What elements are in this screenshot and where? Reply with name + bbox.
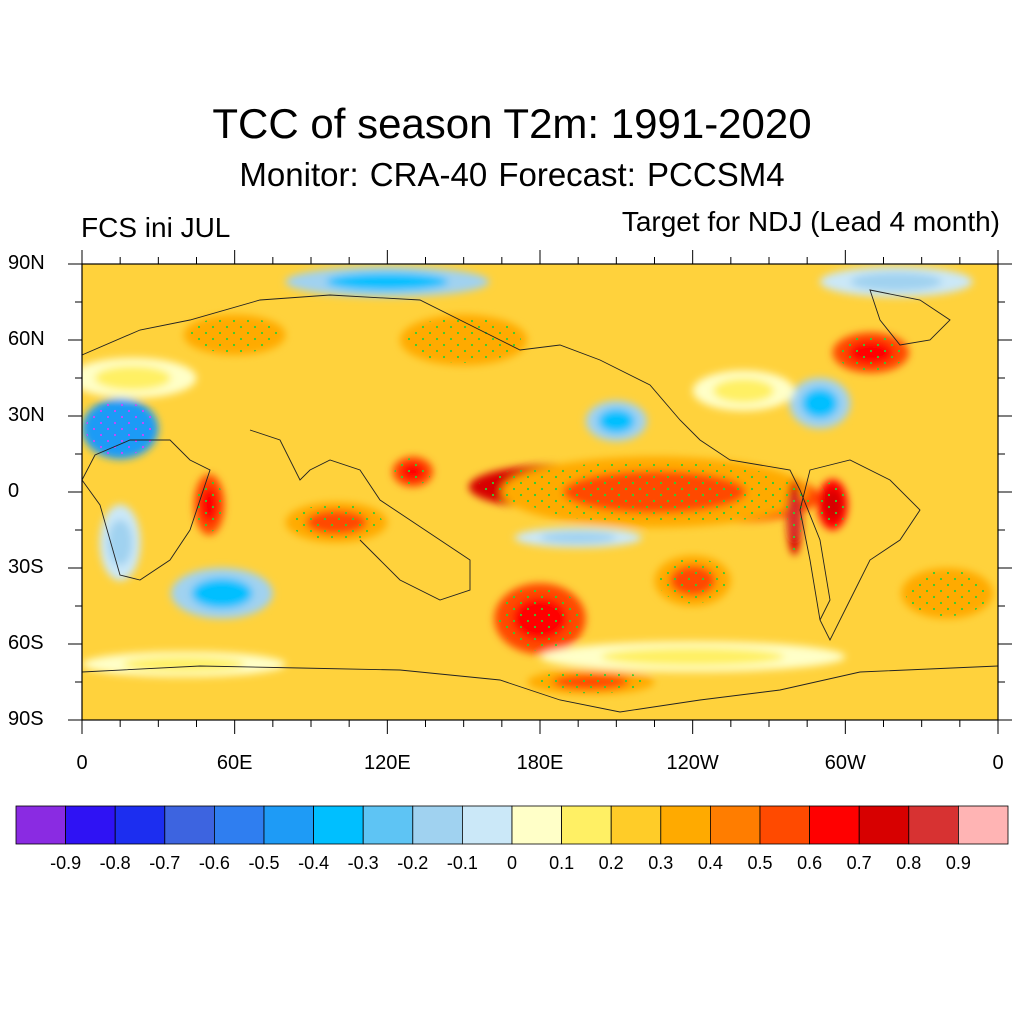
latitude-tick-label: 60S	[8, 632, 44, 654]
colorbar-swatch	[511, 805, 562, 845]
colorbar-tick-label: -0.4	[298, 853, 330, 873]
colorbar-tick-label: 0	[506, 853, 518, 873]
correlation-region	[326, 272, 449, 291]
significance-region	[406, 317, 521, 363]
correlation-region	[191, 578, 253, 609]
colorbar-swatch	[213, 805, 265, 845]
axis-ticks	[68, 250, 1012, 734]
colorbar-tick-label: -0.6	[198, 853, 230, 873]
latitude-tick-label: 60N	[8, 328, 45, 350]
colorbar-tick-label: 0.5	[747, 853, 773, 873]
significance-region	[836, 334, 906, 371]
colorbar-swatch	[858, 805, 910, 845]
colorbar-swatch	[710, 805, 761, 845]
colorbar-swatch	[65, 805, 116, 845]
colorbar-tick-label: -0.8	[99, 853, 131, 873]
correlation-region	[713, 378, 775, 403]
left-corner-label: FCS ini JUL	[81, 212, 231, 243]
colorbar-tick-label: 0.6	[797, 853, 823, 873]
colorbar-tick-label: 0.3	[648, 853, 674, 873]
significance-region	[195, 477, 223, 533]
correlation-region	[801, 388, 839, 419]
colorbar-swatch	[660, 805, 711, 845]
significance-region	[498, 586, 582, 651]
colorbar-swatch	[461, 805, 513, 845]
longitude-tick-label: 180E	[516, 752, 564, 774]
colorbar-swatch	[561, 805, 612, 845]
colorbar-swatch	[412, 805, 463, 845]
significance-region	[188, 316, 281, 354]
longitude-tick-label: 120W	[666, 752, 719, 774]
latitude-tick-label: 30N	[8, 404, 45, 426]
colorbar-swatch	[610, 805, 662, 845]
colorbar-tick-label: -0.1	[446, 853, 478, 873]
right-corner-label: Target for NDJ (Lead 4 month)	[621, 206, 1000, 237]
significance-region	[394, 458, 432, 486]
colorbar-tick-label: -0.9	[50, 853, 82, 873]
plot-subtitle: Monitor: CRA-40 Forecast: PCCSM4	[239, 156, 785, 193]
colorbar-swatch	[908, 805, 959, 845]
colorbar-tick-label: 0.4	[697, 853, 723, 873]
colorbar-tick-label: -0.2	[397, 853, 429, 873]
significance-region	[533, 670, 649, 694]
colorbar-tick-label: -0.5	[248, 853, 280, 873]
correlation-region	[94, 365, 172, 391]
colorbar-swatch	[164, 805, 215, 845]
colorbar-swatch	[15, 805, 66, 845]
colorbar-swatch	[362, 805, 414, 845]
latitude-tick-label: 0	[8, 480, 20, 502]
colorbar-tick-label: 0.9	[945, 853, 971, 873]
colorbar-swatch	[313, 805, 364, 845]
coastlines	[82, 289, 998, 713]
colorbar-tick-label: 0.7	[846, 853, 872, 873]
colorbar-tick-label: 0.8	[896, 853, 922, 873]
colorbar-swatch	[114, 805, 166, 845]
significance-region	[787, 483, 802, 552]
colorbar-tick-label: 0.2	[598, 853, 624, 873]
plot-title: TCC of season T2m: 1991-2020	[212, 100, 812, 147]
significance-region	[905, 570, 989, 617]
correlation-region	[850, 272, 943, 291]
colorbar-tick-label: -0.7	[149, 853, 181, 873]
significance-stippling	[85, 316, 989, 694]
correlation-region	[122, 656, 245, 672]
latitude-tick-label: 90N	[8, 252, 45, 274]
longitude-tick-label: 0	[992, 752, 1004, 774]
colorbar-swatch	[958, 805, 1009, 845]
colorbar-swatch	[263, 805, 314, 845]
longitude-tick-label: 0	[76, 752, 88, 774]
significance-region	[517, 460, 792, 524]
colorbar	[15, 805, 1009, 845]
longitude-tick-label: 60W	[824, 752, 866, 774]
colorbar-swatch	[759, 805, 810, 845]
correlation-region	[598, 408, 635, 434]
colorbar-tick-label: 0.1	[549, 853, 575, 873]
correlation-region	[540, 531, 617, 544]
longitude-tick-label: 60E	[216, 752, 253, 774]
correlation-region	[601, 647, 785, 666]
significance-region	[290, 504, 383, 541]
significance-region	[818, 481, 847, 528]
latitude-tick-label: 90S	[8, 708, 44, 730]
significance-region	[85, 401, 155, 457]
latitude-tick-label: 30S	[8, 556, 44, 578]
colorbar-swatch	[809, 805, 860, 845]
correlation-region	[107, 519, 133, 566]
significance-region	[658, 557, 728, 604]
colorbar-tick-label: -0.3	[347, 853, 379, 873]
longitude-tick-label: 120E	[363, 752, 411, 774]
